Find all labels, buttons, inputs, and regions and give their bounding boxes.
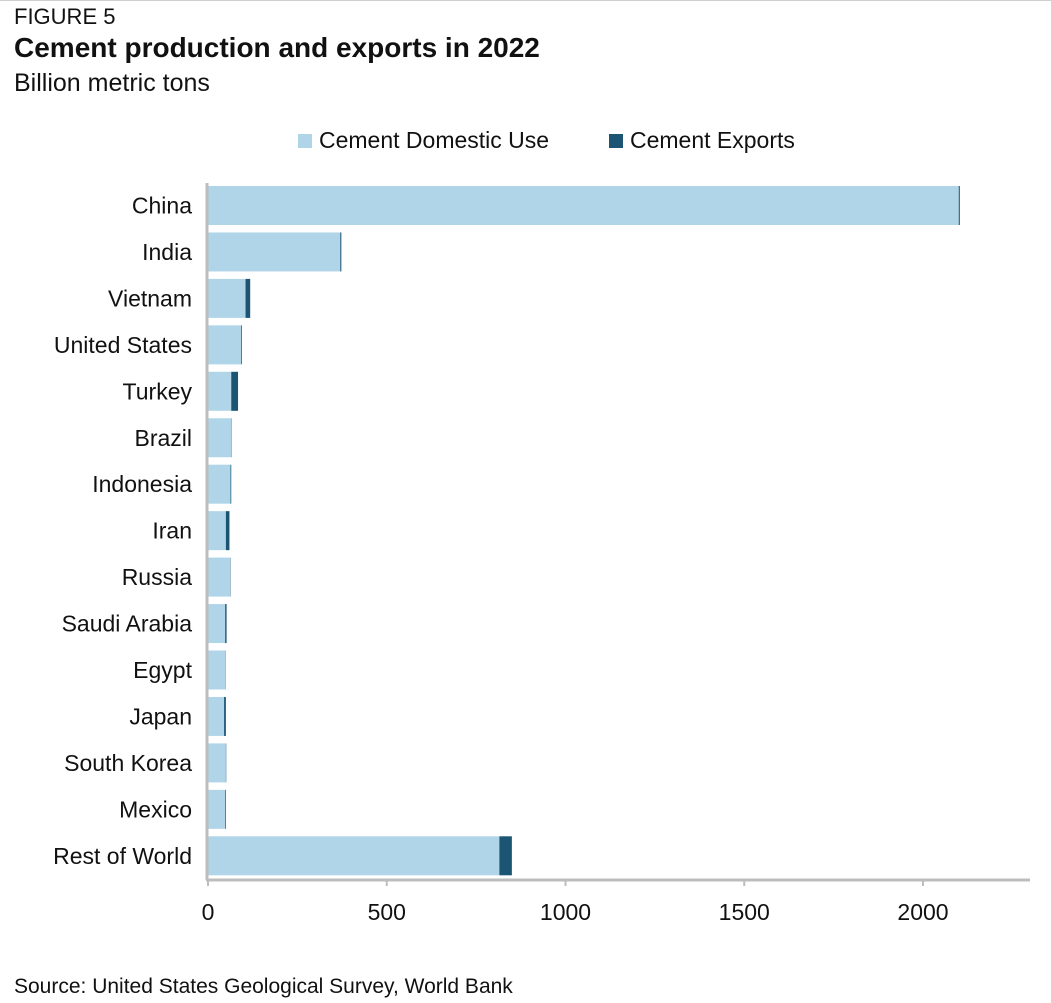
bar-exports-iran	[225, 511, 230, 551]
legend-label-domestic: Cement Domestic Use	[319, 127, 550, 153]
x-tick-label-1000: 1000	[540, 899, 591, 925]
bar-domestic-vietnam	[208, 278, 246, 318]
bar-domestic-saudi-arabia	[208, 604, 226, 644]
category-label-iran: Iran	[152, 518, 192, 544]
bar-domestic-india	[208, 232, 341, 272]
x-tick-label-2000: 2000	[897, 899, 948, 925]
bar-domestic-south-korea	[208, 743, 226, 783]
category-label-vietnam: Vietnam	[108, 285, 192, 311]
bar-exports-saudi-arabia	[225, 604, 227, 644]
bar-domestic-turkey	[208, 371, 232, 411]
chart-subtitle: Billion metric tons	[14, 69, 210, 97]
category-label-japan: Japan	[129, 703, 192, 729]
bar-domestic-rest-of-world	[208, 836, 500, 876]
legend: Cement Domestic Use Cement Exports	[0, 127, 1051, 157]
figure-label: FIGURE 5	[14, 4, 116, 29]
bar-domestic-indonesia	[208, 464, 231, 504]
category-label-indonesia: Indonesia	[92, 471, 192, 497]
legend-item-exports: Cement Exports	[609, 127, 795, 154]
x-tick-label-500: 500	[368, 899, 406, 925]
bar-domestic-mexico	[208, 789, 226, 829]
legend-label-exports: Cement Exports	[630, 127, 795, 153]
bar-domestic-egypt	[208, 650, 226, 690]
category-label-rest-of-world: Rest of World	[53, 843, 192, 869]
bar-exports-turkey	[231, 371, 239, 411]
x-tick-label-0: 0	[202, 899, 215, 925]
bar-exports-mexico	[225, 789, 226, 829]
legend-swatch-domestic	[298, 133, 312, 148]
legend-swatch-exports	[609, 133, 623, 148]
bar-chart: China India Vietnam United States Turkey Braz…	[53, 183, 1030, 925]
category-label-mexico: Mexico	[119, 796, 192, 822]
bar-exports-china	[958, 186, 960, 225]
bar-exports-japan	[224, 696, 226, 736]
category-label-turkey: Turkey	[123, 378, 193, 404]
bar-exports-rest-of-world	[499, 836, 512, 876]
top-rule	[0, 0, 1051, 1]
x-tick-label-1500: 1500	[719, 899, 770, 925]
category-label-saudi-arabia: Saudi Arabia	[62, 611, 193, 637]
category-label-india: India	[142, 239, 192, 265]
bar-domestic-japan	[208, 696, 225, 736]
bar-exports-india	[340, 232, 342, 272]
bar-domestic-russia	[208, 557, 231, 597]
bar-domestic-iran	[208, 511, 226, 551]
bar-exports-united-states	[241, 325, 242, 365]
category-label-brazil: Brazil	[134, 425, 192, 451]
bar-domestic-united-states	[208, 325, 242, 365]
category-label-south-korea: South Korea	[64, 750, 192, 776]
legend-item-domestic: Cement Domestic Use	[298, 127, 549, 154]
category-label-united-states: United States	[54, 332, 192, 358]
category-label-china: China	[132, 193, 192, 219]
chart-title: Cement production and exports in 2022	[14, 32, 540, 63]
category-label-egypt: Egypt	[133, 657, 192, 683]
bar-domestic-brazil	[208, 418, 232, 458]
bar-exports-vietnam	[245, 278, 251, 318]
bar-domestic-china	[208, 186, 959, 225]
source-note: Source: United States Geological Survey,…	[14, 975, 513, 998]
bar-exports-indonesia	[230, 464, 232, 504]
category-label-russia: Russia	[122, 564, 193, 590]
